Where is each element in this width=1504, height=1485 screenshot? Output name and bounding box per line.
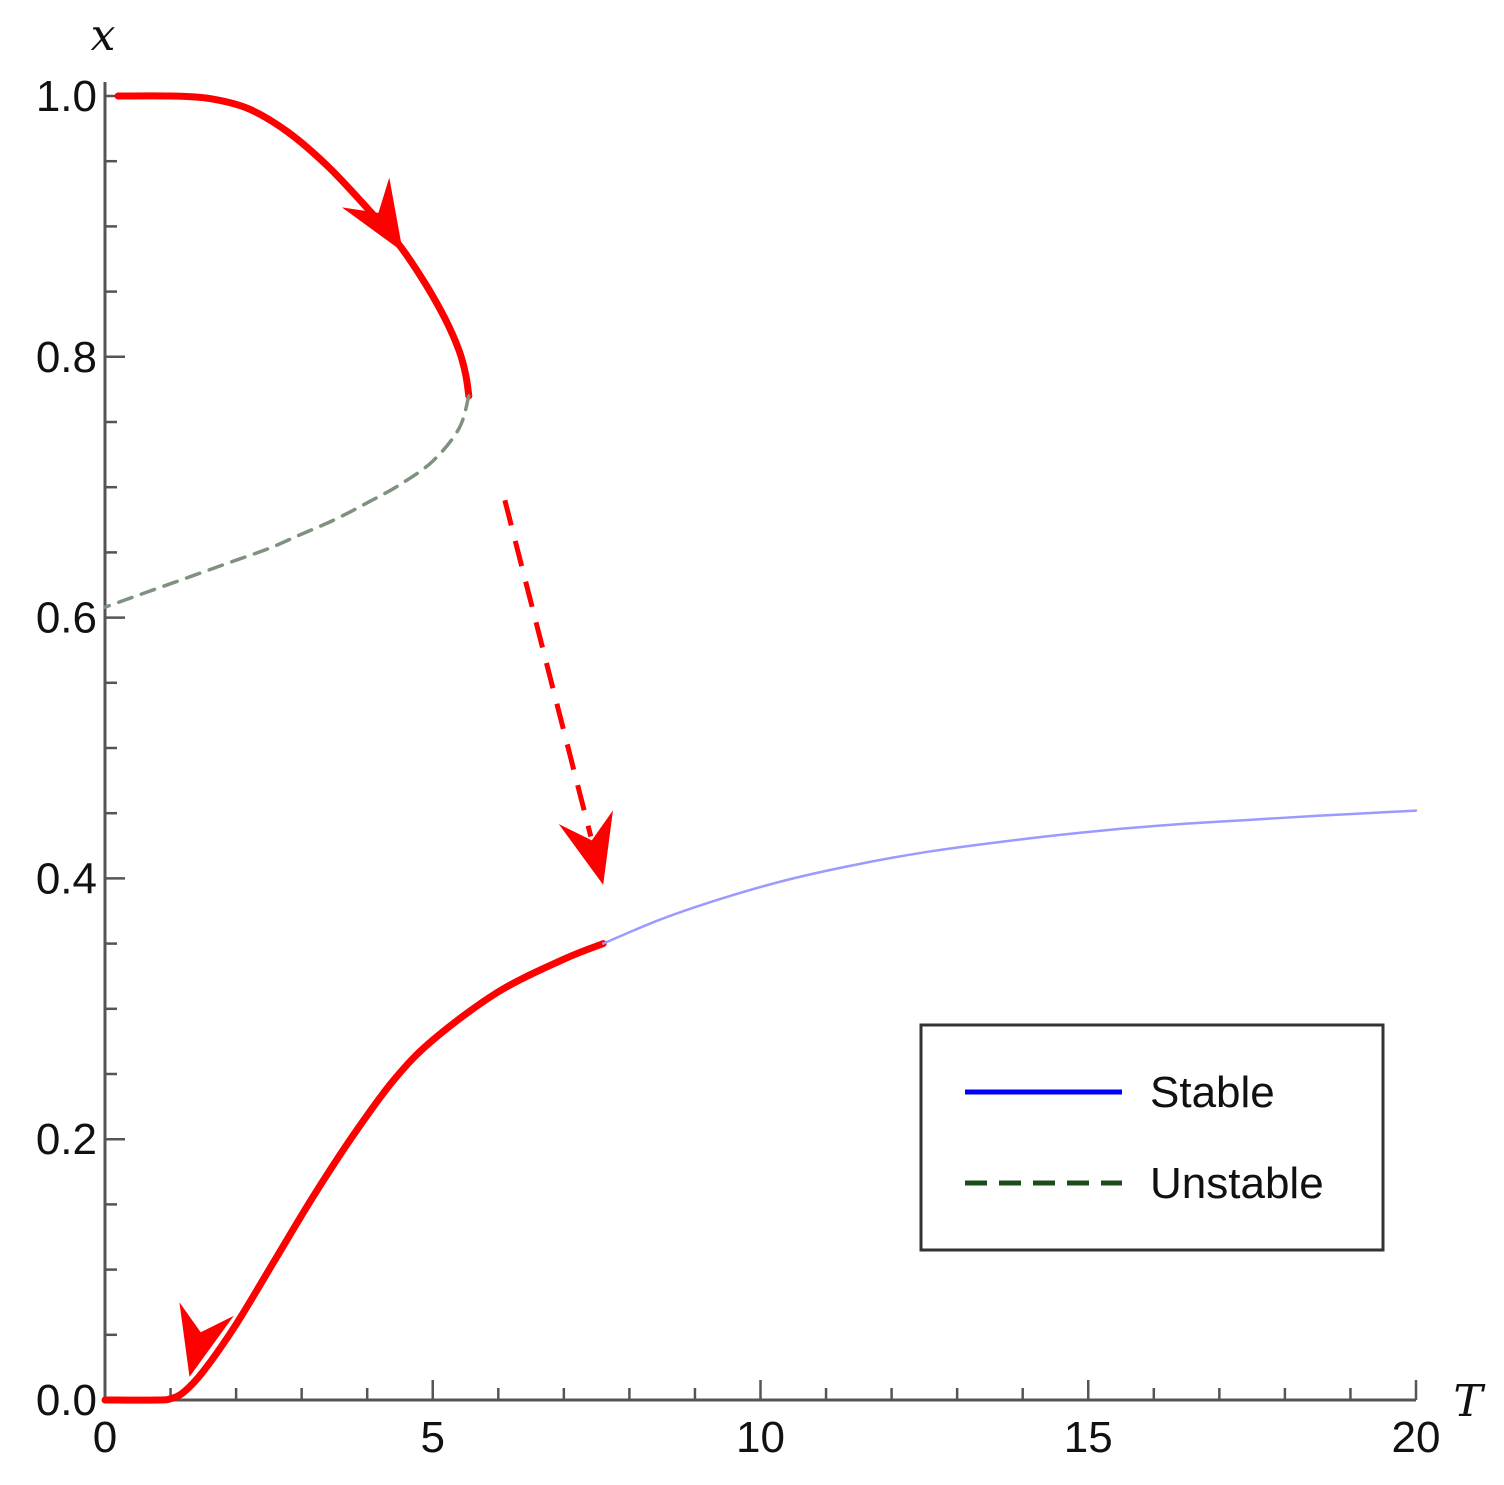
arrow-jump-shaft	[502, 499, 594, 838]
y-tick-label: 0.4	[36, 854, 97, 903]
y-tick-label: 0.8	[36, 333, 97, 382]
legend: Stable Unstable	[919, 1023, 1385, 1252]
legend-box	[919, 1023, 1385, 1252]
arrow-down-upper	[341, 177, 403, 252]
series-unstable	[103, 394, 471, 609]
y-axis-title: x	[91, 10, 116, 61]
x-tick-label: 15	[1064, 1413, 1113, 1462]
series-upper-stable	[114, 92, 473, 400]
x-axis-title: T	[1453, 1376, 1486, 1427]
arrow-jump-head	[558, 810, 613, 885]
y-tick-label: 0.0	[36, 1376, 97, 1425]
legend-label-unstable: Unstable	[1150, 1159, 1324, 1208]
x-tick-label: 10	[736, 1413, 785, 1462]
series-layer	[101, 92, 1418, 1404]
y-tick-label: 0.2	[36, 1115, 97, 1164]
series-lower-stable-traversed	[101, 940, 607, 1404]
series-lower-stable	[601, 809, 1418, 945]
x-tick-label: 20	[1392, 1413, 1441, 1462]
axes: 0 5 10 15 20 0.0 0.2 0.4 0.6 0.8 1.0	[36, 72, 1441, 1462]
x-tick-label: 5	[421, 1413, 445, 1462]
legend-label-stable: Stable	[1150, 1068, 1275, 1117]
x-tick-label: 0	[93, 1413, 117, 1462]
arrow-down-lower	[179, 1302, 234, 1377]
y-tick-label: 0.6	[36, 594, 97, 643]
annotation-layer	[179, 177, 613, 1377]
y-tick-label: 1.0	[36, 72, 97, 121]
